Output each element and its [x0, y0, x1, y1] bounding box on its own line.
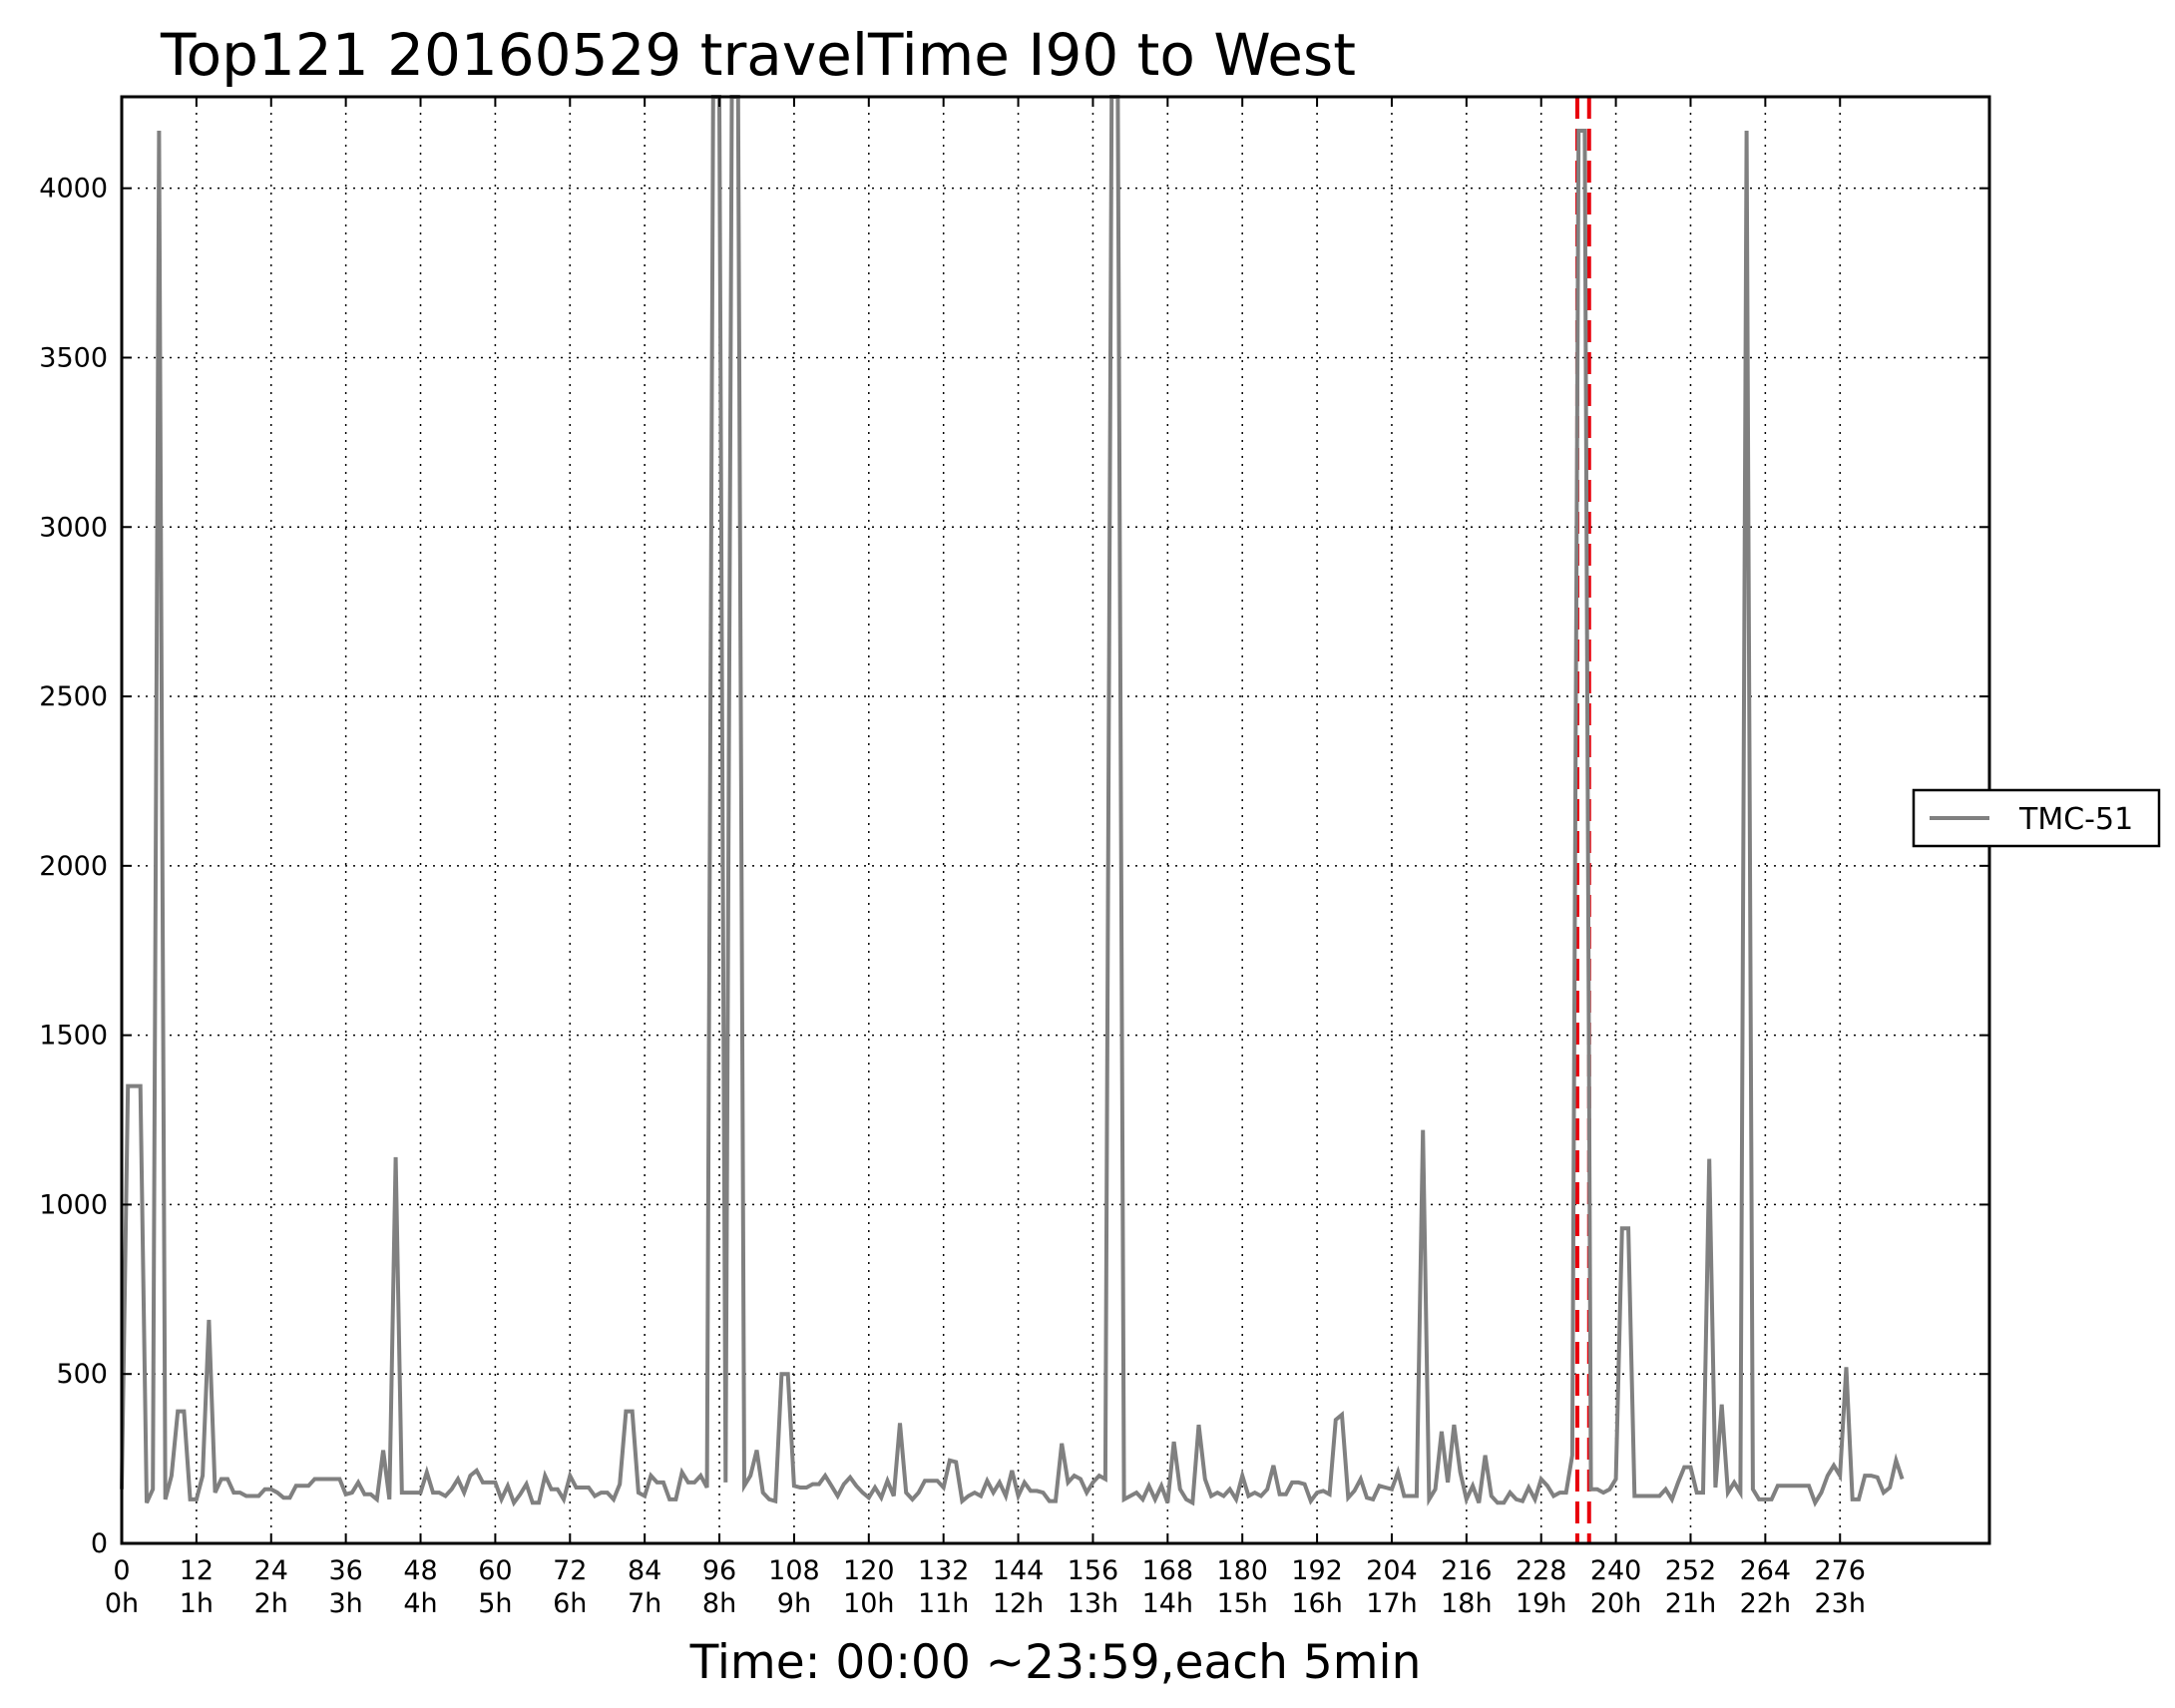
x-tick-label: 144: [993, 1555, 1045, 1586]
x-tick-label: 60: [478, 1555, 512, 1586]
x-axis-label: Time: 00:00 ~23:59,each 5min: [689, 1635, 1422, 1690]
x-tick-hour-label: 12h: [993, 1588, 1044, 1619]
x-tick-label: 276: [1814, 1555, 1866, 1586]
y-tick-label: 1000: [39, 1189, 108, 1220]
y-tick-label: 500: [56, 1359, 108, 1390]
x-tick-label: 168: [1142, 1555, 1194, 1586]
x-tick-label: 24: [254, 1555, 288, 1586]
x-tick-hour-label: 7h: [628, 1588, 661, 1619]
grid: [121, 97, 1989, 1544]
x-tick-label: 120: [843, 1555, 895, 1586]
x-tick-label: 192: [1291, 1555, 1343, 1586]
x-tick-hour-label: 0h: [105, 1588, 139, 1619]
x-tick-hour-label: 20h: [1590, 1588, 1641, 1619]
x-tick-label: 0: [113, 1555, 130, 1586]
x-tick-hour-label: 13h: [1068, 1588, 1118, 1619]
chart-title: Top121 20160529 travelTime I90 to West: [160, 21, 1356, 89]
x-tick-label: 48: [403, 1555, 437, 1586]
y-tick-label: 3500: [39, 342, 108, 373]
x-tick-hour-label: 11h: [918, 1588, 969, 1619]
plot-frame: [120, 95, 1991, 1545]
x-tick-hour-label: 3h: [328, 1588, 362, 1619]
x-tick-hour-label: 6h: [553, 1588, 587, 1619]
x-tick-hour-label: 4h: [403, 1588, 437, 1619]
x-tick-label: 216: [1441, 1555, 1493, 1586]
x-tick-label: 132: [918, 1555, 970, 1586]
axis-ticks: 00h121h242h363h484h605h726h847h968h1089h…: [39, 97, 1989, 1619]
x-tick-hour-label: 21h: [1665, 1588, 1716, 1619]
x-tick-label: 156: [1068, 1555, 1119, 1586]
series-line: [120, 95, 1905, 1507]
x-tick-hour-label: 23h: [1815, 1588, 1866, 1619]
x-tick-hour-label: 8h: [702, 1588, 736, 1619]
x-tick-label: 84: [628, 1555, 661, 1586]
y-tick-label: 4000: [39, 174, 108, 205]
x-tick-hour-label: 5h: [478, 1588, 512, 1619]
x-tick-label: 108: [768, 1555, 820, 1586]
x-tick-hour-label: 10h: [843, 1588, 894, 1619]
x-tick-label: 228: [1516, 1555, 1567, 1586]
x-tick-hour-label: 19h: [1516, 1588, 1566, 1619]
y-tick-label: 1500: [39, 1021, 108, 1052]
x-tick-hour-label: 16h: [1291, 1588, 1342, 1619]
x-tick-label: 36: [328, 1555, 362, 1586]
x-tick-label: 204: [1366, 1555, 1418, 1586]
x-tick-hour-label: 1h: [180, 1588, 214, 1619]
x-tick-hour-label: 22h: [1740, 1588, 1791, 1619]
y-tick-label: 0: [91, 1528, 108, 1559]
legend: TMC-51: [1912, 788, 2161, 848]
series-group: [120, 95, 1905, 1507]
x-tick-label: 72: [553, 1555, 587, 1586]
x-tick-hour-label: 2h: [254, 1588, 288, 1619]
x-tick-hour-label: 14h: [1142, 1588, 1193, 1619]
x-tick-label: 180: [1216, 1555, 1268, 1586]
x-tick-label: 96: [702, 1555, 736, 1586]
x-tick-hour-label: 18h: [1441, 1588, 1492, 1619]
x-tick-label: 240: [1590, 1555, 1642, 1586]
y-tick-label: 3000: [39, 512, 108, 543]
x-tick-hour-label: 9h: [777, 1588, 811, 1619]
x-tick-label: 252: [1665, 1555, 1717, 1586]
legend-label: TMC-51: [2018, 802, 2133, 837]
x-tick-label: 12: [180, 1555, 214, 1586]
x-tick-label: 264: [1740, 1555, 1792, 1586]
y-tick-label: 2500: [39, 681, 108, 712]
y-tick-label: 2000: [39, 851, 108, 882]
x-tick-hour-label: 15h: [1216, 1588, 1267, 1619]
x-tick-hour-label: 17h: [1366, 1588, 1417, 1619]
